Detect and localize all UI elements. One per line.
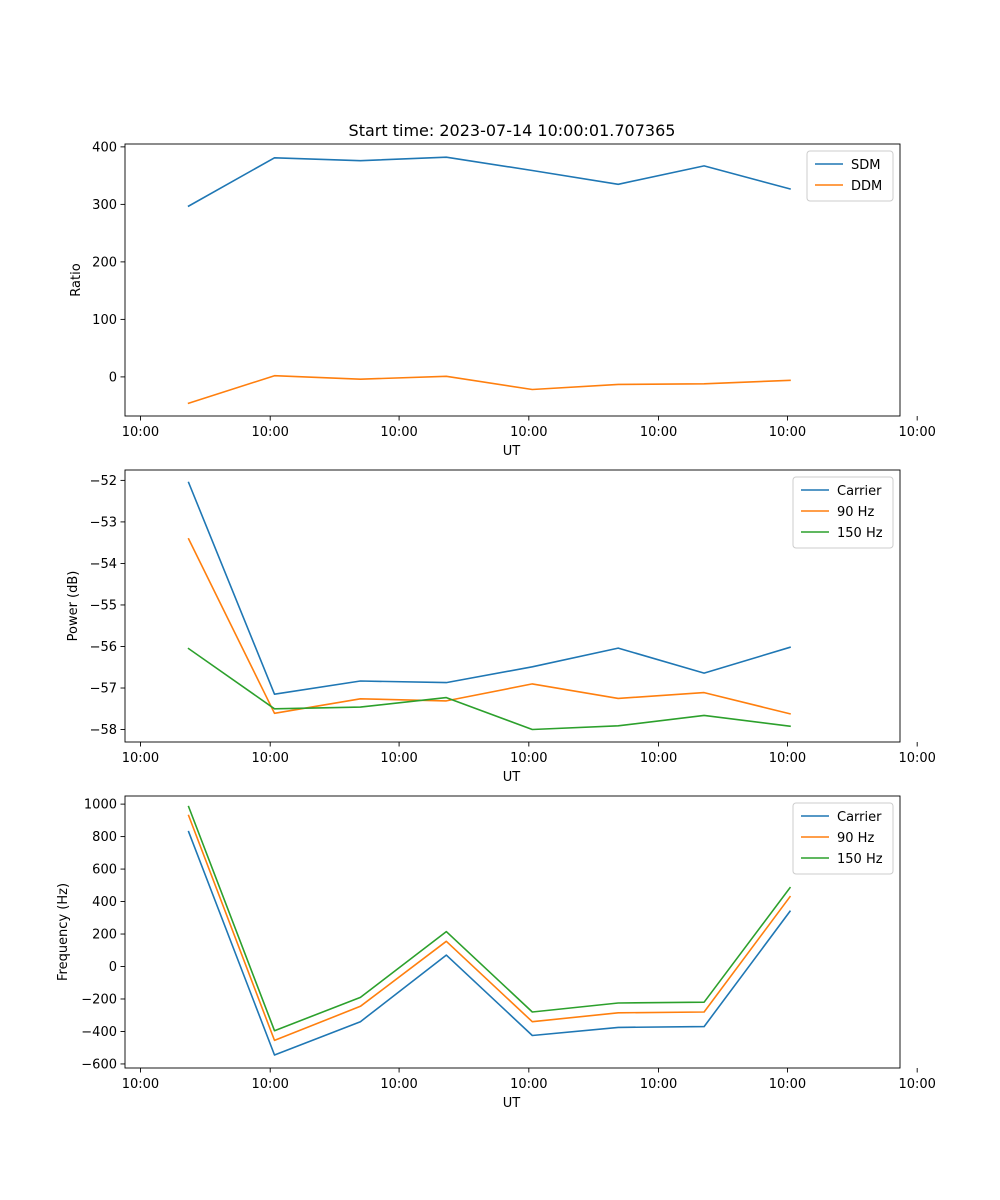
figure-title: Start time: 2023-07-14 10:00:01.707365: [349, 121, 676, 140]
series-line-sdm: [187, 156, 791, 208]
series-line-150-hz: [187, 805, 792, 1032]
x-tick-label: 10:00: [769, 1077, 806, 1092]
legend-box: [792, 802, 894, 875]
x-tick-label: 10:00: [122, 1077, 159, 1092]
y-tick-label: 200: [92, 928, 117, 943]
series-line-90-hz: [187, 537, 791, 715]
x-tick-label: 10:00: [122, 425, 159, 440]
y-tick-label: −56: [90, 640, 117, 655]
y-tick-label: 100: [92, 313, 117, 328]
x-tick-label: 10:00: [510, 1077, 547, 1092]
series-line-carrier: [187, 830, 792, 1056]
y-tick-label: −58: [90, 723, 117, 738]
x-tick-label: 10:00: [251, 1077, 288, 1092]
y-tick-label: 600: [92, 863, 117, 878]
subplots: 10:0010:0010:0010:0010:0010:0010:0010:01…: [56, 140, 936, 1111]
y-tick-label: 300: [92, 198, 117, 213]
legend-label: DDM: [851, 179, 882, 194]
y-axis-label: Frequency (Hz): [56, 883, 71, 981]
x-tick-label: 10:00: [251, 425, 288, 440]
series-line-90-hz: [187, 814, 792, 1042]
legend: Carrier 90 Hz 150 Hz: [792, 802, 894, 875]
x-tick-label: 10:00: [769, 425, 806, 440]
y-tick-label: 400: [92, 895, 117, 910]
chart-2: 10:0010:0010:0010:0010:0010:0010:0010:01…: [66, 469, 936, 785]
y-tick-label: −54: [90, 557, 117, 572]
y-tick-label: 400: [92, 140, 117, 155]
legend-label: SDM: [851, 158, 880, 173]
axes-frame: [124, 469, 901, 743]
legend-box: [792, 476, 894, 549]
x-tick-label: 10:00: [380, 425, 417, 440]
legend: SDM DDM: [806, 150, 894, 202]
x-tick-label: 10:00: [380, 1077, 417, 1092]
x-tick-label: 10:00: [380, 751, 417, 766]
x-axis-label: UT: [503, 444, 521, 459]
y-tick-label: 200: [92, 255, 117, 270]
x-tick-label: 10:00: [640, 751, 677, 766]
y-axis-label: Power (dB): [66, 571, 81, 642]
chart-3: 10:0010:0010:0010:0010:0010:0010:0010:01…: [56, 795, 936, 1111]
x-tick-label: 10:00: [640, 1077, 677, 1092]
x-tick-label: 10:00: [510, 425, 547, 440]
y-tick-label: −57: [90, 682, 117, 697]
legend-label: 90 Hz: [837, 831, 874, 846]
y-tick-label: −600: [81, 1057, 117, 1072]
y-tick-label: 0: [109, 370, 117, 385]
x-tick-label: 10:00: [251, 751, 288, 766]
series-line-150-hz: [187, 647, 791, 731]
y-tick-label: −52: [90, 474, 117, 489]
x-tick-label: 10:00: [769, 751, 806, 766]
x-tick-label: 10:00: [122, 751, 159, 766]
legend-label: 150 Hz: [837, 526, 883, 541]
y-tick-label: −55: [90, 598, 117, 613]
legend-label: 150 Hz: [837, 852, 883, 867]
x-tick-label: 10:00: [898, 425, 935, 440]
y-tick-label: −200: [81, 992, 117, 1007]
x-axis-label: UT: [503, 1096, 521, 1111]
y-axis-label: Ratio: [69, 263, 84, 296]
series-line-carrier: [187, 481, 791, 696]
series-line-ddm: [187, 374, 791, 405]
y-tick-label: −53: [90, 515, 117, 530]
y-tick-label: 800: [92, 830, 117, 845]
y-tick-label: 1000: [84, 798, 117, 813]
legend-label: 90 Hz: [837, 505, 874, 520]
y-tick-label: 0: [109, 960, 117, 975]
y-tick-label: −400: [81, 1025, 117, 1040]
legend: Carrier 90 Hz 150 Hz: [792, 476, 894, 549]
axes-frame: [124, 795, 901, 1069]
legend-label: Carrier: [837, 810, 882, 825]
x-tick-label: 10:00: [898, 751, 935, 766]
x-axis-label: UT: [503, 770, 521, 785]
x-tick-label: 10:00: [640, 425, 677, 440]
x-tick-label: 10:00: [898, 1077, 935, 1092]
chart-1: 10:0010:0010:0010:0010:0010:0010:0010:01…: [69, 140, 936, 459]
x-tick-label: 10:00: [510, 751, 547, 766]
legend-label: Carrier: [837, 484, 882, 499]
axes-frame: [124, 143, 901, 417]
